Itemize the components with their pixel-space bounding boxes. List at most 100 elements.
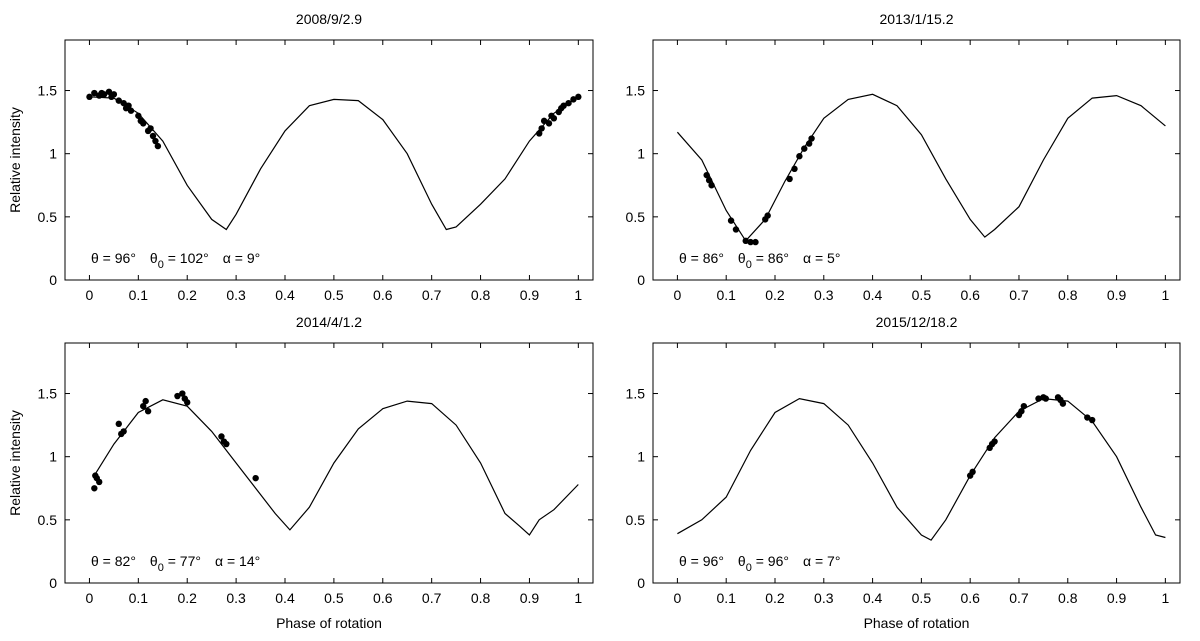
plot-frame	[64, 342, 594, 584]
x-tick-label: 0.4	[275, 287, 295, 303]
x-tick-label: 0.6	[960, 287, 980, 303]
x-tick-label: 0.9	[520, 287, 540, 303]
observation-point	[536, 130, 543, 137]
observation-point	[991, 438, 998, 445]
observation-point	[540, 117, 548, 125]
x-tick-label: 0.3	[226, 287, 246, 303]
y-tick-label: 1.5	[626, 386, 646, 402]
y-tick-label: 1	[49, 449, 57, 465]
observation-point	[808, 135, 815, 142]
x-tick-label: 0.1	[129, 287, 149, 303]
observation-point	[732, 226, 740, 233]
x-tick-label: 0.3	[814, 287, 834, 303]
y-axis-label: Relative intensity	[7, 107, 23, 213]
x-tick-label: 0	[673, 590, 681, 606]
x-tick-label: 0.8	[1058, 590, 1078, 606]
plot-frame	[652, 39, 1181, 281]
observation-point	[565, 99, 572, 107]
theta0-subscript: 0	[158, 259, 164, 271]
x-tick-label: 0.2	[765, 590, 785, 606]
observation-point	[1042, 395, 1050, 402]
y-axis-label: Relative intensity	[7, 410, 23, 516]
plot-frame	[652, 342, 1181, 584]
observation-point	[142, 397, 149, 405]
x-tick-label: 0.2	[177, 287, 197, 303]
observation-point	[764, 212, 771, 219]
observation-point	[727, 217, 735, 224]
x-axis-label: Phase of rotation	[276, 615, 382, 631]
observation-point	[550, 115, 558, 122]
model-curve	[677, 397, 1166, 541]
observation-point	[218, 433, 225, 440]
observation-point	[149, 132, 157, 140]
theta0-value: = 86°	[752, 250, 789, 266]
x-tick-label: 0	[86, 287, 94, 303]
x-tick-label: 0.4	[275, 590, 295, 606]
y-tick-label: 0.5	[38, 512, 58, 528]
observation-point	[1020, 402, 1028, 410]
y-tick-label: 0	[49, 575, 57, 591]
model-curve	[93, 399, 579, 536]
x-axis-label: Phase of rotation	[864, 615, 970, 631]
parameter-annotation: θ = 96° θ0 = 102° α = 9°	[91, 250, 260, 271]
chart-title: 2013/1/15.2	[880, 11, 954, 27]
observation-point	[140, 402, 147, 410]
observation-point	[796, 153, 803, 160]
theta0-value: = 77°	[164, 553, 201, 569]
y-tick-label: 1.5	[626, 83, 646, 99]
x-tick-label: 0	[86, 590, 94, 606]
x-tick-label: 0.6	[373, 590, 393, 606]
x-tick-label: 0.5	[912, 590, 932, 606]
y-tick-label: 0.5	[626, 512, 646, 528]
observation-point	[1035, 395, 1042, 402]
theta0-value: = 96°	[752, 553, 789, 569]
x-tick-label: 0.8	[1058, 287, 1078, 303]
y-tick-label: 0.5	[38, 209, 58, 225]
x-tick-label: 0.3	[226, 590, 246, 606]
chart-title: 2014/4/1.2	[296, 314, 362, 330]
plot-frame	[64, 39, 594, 281]
x-tick-label: 0.1	[716, 590, 736, 606]
theta0-subscript: 0	[158, 562, 164, 574]
y-tick-label: 1	[49, 146, 57, 162]
parameter-annotation: θ = 96° θ0 = 96° α = 7°	[679, 553, 840, 574]
observation-point	[969, 468, 976, 476]
y-tick-label: 1.5	[38, 386, 58, 402]
observation-point	[538, 125, 545, 132]
y-tick-label: 0.5	[626, 209, 646, 225]
chart-title: 2008/9/2.9	[296, 11, 362, 27]
observation-point	[147, 125, 154, 132]
x-tick-label: 1	[574, 590, 582, 606]
theta0-symbol: θ	[150, 250, 158, 266]
y-tick-label: 1	[637, 449, 645, 465]
x-tick-label: 0.3	[814, 590, 834, 606]
x-tick-label: 0.2	[765, 287, 785, 303]
theta-value: θ = 96°	[679, 553, 724, 569]
panel-3: 2014/4/1.2 0 0.1 0.2 0.3 0.4 0.5 0.6 0.7 0.8 0.9 1 0…	[7, 314, 594, 631]
observation-point	[801, 145, 808, 152]
observation-point	[570, 96, 577, 103]
x-tick-label: 0.7	[422, 287, 442, 303]
observation-point	[115, 420, 122, 428]
observation-point	[223, 440, 230, 448]
theta-value: θ = 86°	[679, 250, 724, 266]
y-tick-label: 0	[637, 272, 645, 288]
model-curve	[676, 93, 1166, 242]
observation-point	[174, 392, 181, 400]
observation-point	[140, 120, 147, 127]
observation-point	[96, 478, 103, 486]
x-tick-label: 0.6	[960, 590, 980, 606]
theta-value: θ = 82°	[91, 553, 136, 569]
x-tick-label: 1	[1161, 590, 1169, 606]
x-tick-label: 0.4	[863, 590, 883, 606]
observation-point	[747, 238, 754, 246]
x-tick-label: 0.5	[324, 590, 344, 606]
x-tick-label: 1	[1161, 287, 1169, 303]
observation-point	[575, 93, 582, 101]
panel-1: 2008/9/2.9 0 0.1 0.2 0.3 0.4 0.5 0.6 0.7 0.8 0.9 1 0…	[7, 11, 594, 303]
x-tick-label: 0.5	[912, 287, 932, 303]
x-tick-label: 0.6	[373, 287, 393, 303]
observation-point	[154, 142, 162, 150]
observation-point	[105, 88, 113, 95]
